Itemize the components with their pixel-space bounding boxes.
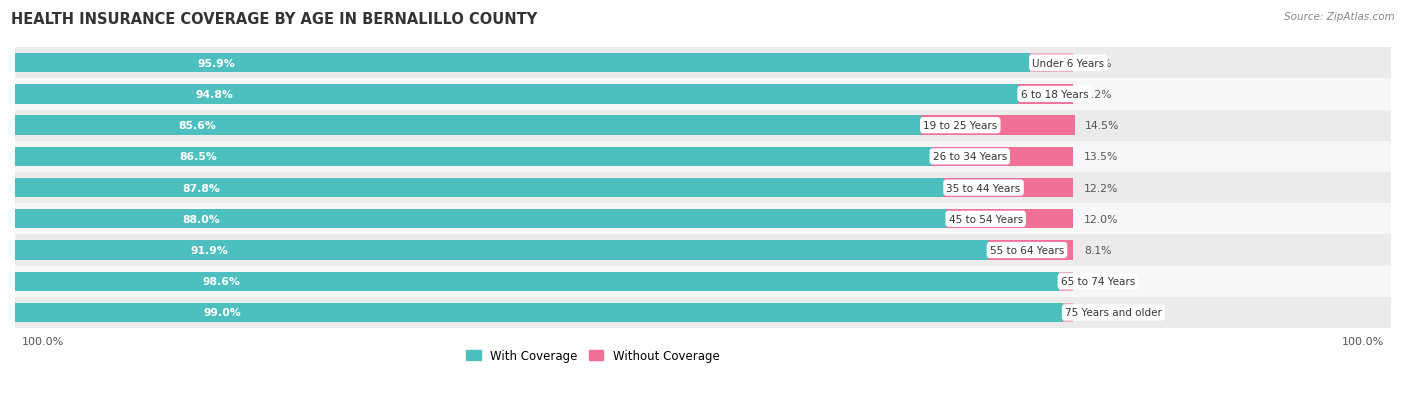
- Bar: [15, 141, 1391, 173]
- Bar: [15, 235, 1391, 266]
- Text: 87.8%: 87.8%: [183, 183, 221, 193]
- Bar: [15, 178, 945, 198]
- Text: 100.0%: 100.0%: [22, 337, 65, 347]
- Text: 86.5%: 86.5%: [180, 152, 218, 162]
- Text: 14.5%: 14.5%: [1085, 121, 1119, 131]
- Bar: [945, 178, 1073, 198]
- Text: HEALTH INSURANCE COVERAGE BY AGE IN BERNALILLO COUNTY: HEALTH INSURANCE COVERAGE BY AGE IN BERN…: [11, 12, 537, 27]
- Text: 6 to 18 Years: 6 to 18 Years: [1021, 90, 1088, 100]
- Text: 19 to 25 Years: 19 to 25 Years: [924, 121, 997, 131]
- Bar: [15, 204, 1391, 235]
- Bar: [931, 147, 1073, 167]
- Text: 55 to 64 Years: 55 to 64 Years: [990, 245, 1064, 255]
- Bar: [15, 297, 1391, 328]
- Legend: With Coverage, Without Coverage: With Coverage, Without Coverage: [461, 345, 724, 367]
- Bar: [15, 266, 1391, 297]
- Text: 75 Years and older: 75 Years and older: [1064, 308, 1161, 318]
- Text: 13.5%: 13.5%: [1084, 152, 1118, 162]
- Text: Under 6 Years: Under 6 Years: [1032, 59, 1104, 69]
- Bar: [15, 79, 1391, 110]
- Bar: [15, 303, 1063, 323]
- Text: 88.0%: 88.0%: [183, 214, 221, 224]
- Text: 26 to 34 Years: 26 to 34 Years: [932, 152, 1007, 162]
- Text: Source: ZipAtlas.com: Source: ZipAtlas.com: [1284, 12, 1395, 22]
- Bar: [988, 241, 1073, 260]
- Bar: [1059, 272, 1073, 291]
- Text: 4.1%: 4.1%: [1084, 59, 1112, 69]
- Bar: [15, 173, 1391, 204]
- Text: 100.0%: 100.0%: [1341, 337, 1384, 347]
- Text: 12.0%: 12.0%: [1084, 214, 1119, 224]
- Bar: [15, 241, 988, 260]
- Bar: [921, 116, 1074, 135]
- Text: 94.8%: 94.8%: [195, 90, 233, 100]
- Bar: [15, 85, 1018, 104]
- Bar: [15, 116, 921, 135]
- Bar: [1063, 303, 1073, 323]
- Text: 12.2%: 12.2%: [1084, 183, 1118, 193]
- Bar: [15, 54, 1031, 73]
- Text: 1.0%: 1.0%: [1084, 308, 1112, 318]
- Text: 99.0%: 99.0%: [204, 308, 242, 318]
- Text: 85.6%: 85.6%: [179, 121, 217, 131]
- Text: 8.1%: 8.1%: [1084, 245, 1112, 255]
- Bar: [1018, 85, 1073, 104]
- Text: 35 to 44 Years: 35 to 44 Years: [946, 183, 1021, 193]
- Text: 95.9%: 95.9%: [198, 59, 235, 69]
- Bar: [15, 210, 946, 229]
- Bar: [1031, 54, 1073, 73]
- Bar: [15, 147, 931, 167]
- Bar: [946, 210, 1073, 229]
- Bar: [15, 110, 1391, 141]
- Bar: [15, 48, 1391, 79]
- Text: 45 to 54 Years: 45 to 54 Years: [949, 214, 1022, 224]
- Bar: [15, 272, 1059, 291]
- Text: 5.2%: 5.2%: [1084, 90, 1112, 100]
- Text: 65 to 74 Years: 65 to 74 Years: [1060, 277, 1135, 287]
- Text: 98.6%: 98.6%: [202, 277, 240, 287]
- Text: 91.9%: 91.9%: [190, 245, 228, 255]
- Text: 1.4%: 1.4%: [1084, 277, 1112, 287]
